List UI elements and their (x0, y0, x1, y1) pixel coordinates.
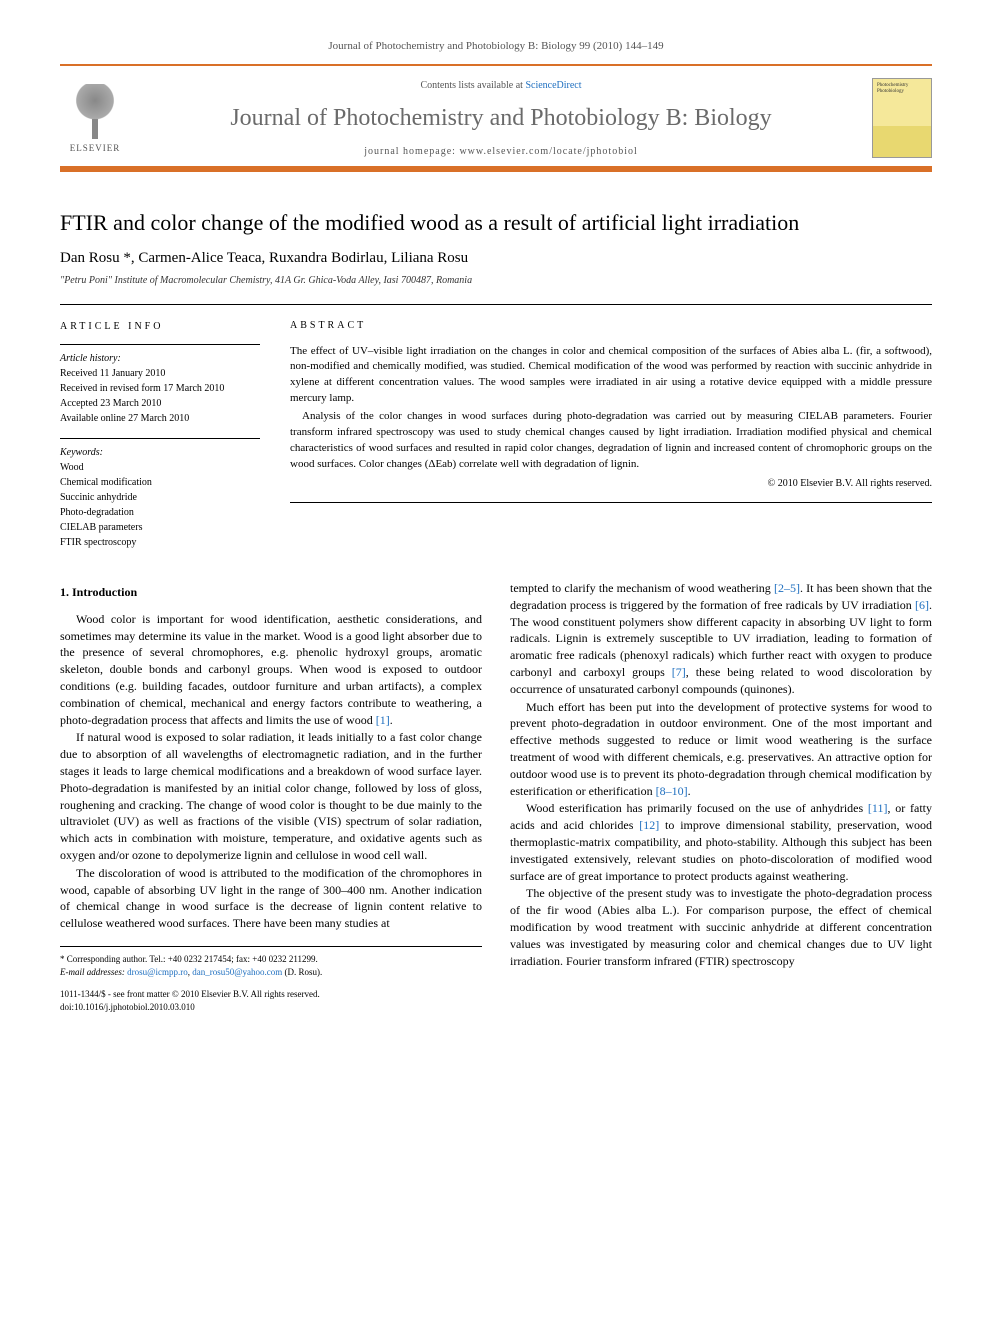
body-p5: Wood esterification has primarily focuse… (510, 800, 932, 884)
keyword-6: FTIR spectroscopy (60, 535, 260, 550)
abstract-copyright: © 2010 Elsevier B.V. All rights reserved… (290, 477, 932, 492)
authors-line: Dan Rosu *, Carmen-Alice Teaca, Ruxandra… (60, 250, 932, 267)
keyword-1: Wood (60, 460, 260, 475)
abstract-heading: ABSTRACT (290, 319, 932, 334)
doi-line: doi:10.1016/j.jphotobiol.2010.03.010 (60, 1001, 482, 1014)
ref-7-link[interactable]: [7] (672, 665, 686, 679)
keyword-5: CIELAB parameters (60, 520, 260, 535)
ref-8-10-link[interactable]: [8–10] (656, 784, 688, 798)
history-label: Article history: (60, 351, 260, 366)
abstract-block: ABSTRACT The effect of UV–visible light … (290, 319, 932, 550)
ref-2-5-link[interactable]: [2–5] (774, 581, 800, 595)
keyword-3: Succinic anhydride (60, 490, 260, 505)
ref-11-link[interactable]: [11] (868, 801, 888, 815)
email-name: (D. Rosu). (284, 967, 322, 977)
ref-6-link[interactable]: [6] (915, 598, 929, 612)
publisher-name: ELSEVIER (70, 143, 121, 153)
online-date: Available online 27 March 2010 (60, 411, 260, 426)
issn-copyright-line: 1011-1344/$ - see front matter © 2010 El… (60, 988, 482, 1001)
journal-cover-thumbnail: Photochemistry Photobiology (872, 78, 932, 158)
corresponding-author-footer: * Corresponding author. Tel.: +40 0232 2… (60, 946, 482, 978)
sciencedirect-link[interactable]: ScienceDirect (525, 80, 581, 91)
ref-1-link[interactable]: [1] (376, 713, 390, 727)
keyword-4: Photo-degradation (60, 505, 260, 520)
elsevier-tree-icon (70, 84, 120, 139)
corresponding-author-line: * Corresponding author. Tel.: +40 0232 2… (60, 953, 482, 966)
body-p4: Much effort has been put into the develo… (510, 699, 932, 800)
article-info-heading: ARTICLE INFO (60, 319, 260, 334)
contents-available-line: Contents lists available at ScienceDirec… (150, 80, 852, 91)
body-p6: The objective of the present study was t… (510, 885, 932, 969)
body-p3a: The discoloration of wood is attributed … (60, 865, 482, 932)
cover-label-2: Photobiology (877, 89, 904, 94)
cover-label-1: Photochemistry (877, 83, 908, 88)
journal-name: Journal of Photochemistry and Photobiolo… (150, 105, 852, 132)
abstract-p2: Analysis of the color changes in wood su… (290, 409, 932, 473)
keyword-2: Chemical modification (60, 475, 260, 490)
email-2-link[interactable]: dan_rosu50@yahoo.com (192, 967, 282, 977)
body-p2: If natural wood is exposed to solar radi… (60, 729, 482, 863)
body-p3b: tempted to clarify the mechanism of wood… (510, 580, 932, 698)
article-info-block: ARTICLE INFO Article history: Received 1… (60, 319, 260, 550)
ref-12-link[interactable]: [12] (639, 818, 659, 832)
affiliation: "Petru Poni" Institute of Macromolecular… (60, 275, 932, 286)
homepage-url: www.elsevier.com/locate/jphotobiol (459, 146, 637, 157)
revised-date: Received in revised form 17 March 2010 (60, 381, 260, 396)
section-1-heading: 1. Introduction (60, 584, 482, 601)
journal-header: ELSEVIER Contents lists available at Sci… (60, 64, 932, 172)
abstract-p1: The effect of UV–visible light irradiati… (290, 344, 932, 408)
journal-homepage-line: journal homepage: www.elsevier.com/locat… (150, 146, 852, 157)
email-1-link[interactable]: drosu@icmpp.ro (127, 967, 188, 977)
body-p1: Wood color is important for wood identif… (60, 611, 482, 729)
email-label: E-mail addresses: (60, 967, 125, 977)
accepted-date: Accepted 23 March 2010 (60, 396, 260, 411)
doi-block: 1011-1344/$ - see front matter © 2010 El… (60, 988, 482, 1013)
contents-prefix: Contents lists available at (420, 80, 525, 91)
elsevier-logo: ELSEVIER (60, 78, 130, 158)
received-date: Received 11 January 2010 (60, 366, 260, 381)
body-text: 1. Introduction Wood color is important … (60, 580, 932, 1013)
homepage-prefix: journal homepage: (364, 146, 459, 157)
top-citation: Journal of Photochemistry and Photobiolo… (60, 40, 932, 52)
article-title: FTIR and color change of the modified wo… (60, 210, 932, 236)
keywords-label: Keywords: (60, 445, 260, 460)
